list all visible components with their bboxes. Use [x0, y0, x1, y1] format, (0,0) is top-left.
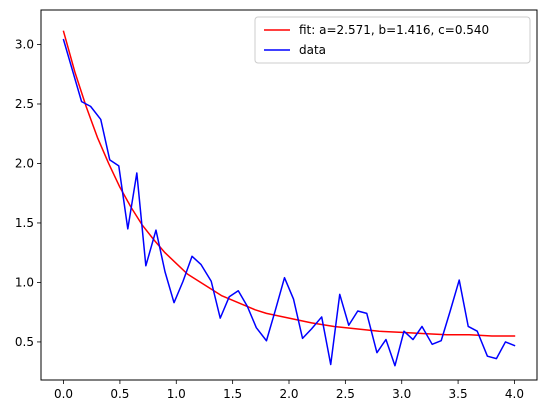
series-layer — [62, 30, 516, 367]
fit-line — [62, 30, 516, 337]
y-tick-label: 3.0 — [15, 38, 34, 52]
x-axis: 0.0 0.5 1.0 1.5 2.0 2.5 3.0 3.5 4.0 — [54, 380, 524, 401]
y-tick-label: 2.5 — [15, 97, 34, 111]
x-tick-label: 0.5 — [110, 387, 129, 401]
y-tick-label: 2.0 — [15, 156, 34, 170]
x-tick-label: 0.0 — [54, 387, 73, 401]
legend-label: fit: a=2.571, b=1.416, c=0.540 — [299, 23, 489, 37]
x-tick-label: 2.0 — [279, 387, 298, 401]
y-tick-label: 1.0 — [15, 275, 34, 289]
y-tick-label: 0.5 — [15, 335, 34, 349]
x-tick-label: 4.0 — [505, 387, 524, 401]
y-tick-label: 1.5 — [15, 216, 34, 230]
x-tick-label: 1.5 — [223, 387, 242, 401]
legend: fit: a=2.571, b=1.416, c=0.540 data — [254, 16, 531, 64]
x-tick-label: 3.0 — [392, 387, 411, 401]
legend-label: data — [299, 43, 326, 57]
y-axis: 0.5 1.0 1.5 2.0 2.5 3.0 — [15, 38, 41, 349]
plot-background — [41, 10, 537, 380]
legend-box — [254, 16, 531, 64]
x-tick-label: 2.5 — [336, 387, 355, 401]
x-tick-label: 3.5 — [449, 387, 468, 401]
data-line — [62, 38, 516, 367]
x-tick-label: 1.0 — [167, 387, 186, 401]
